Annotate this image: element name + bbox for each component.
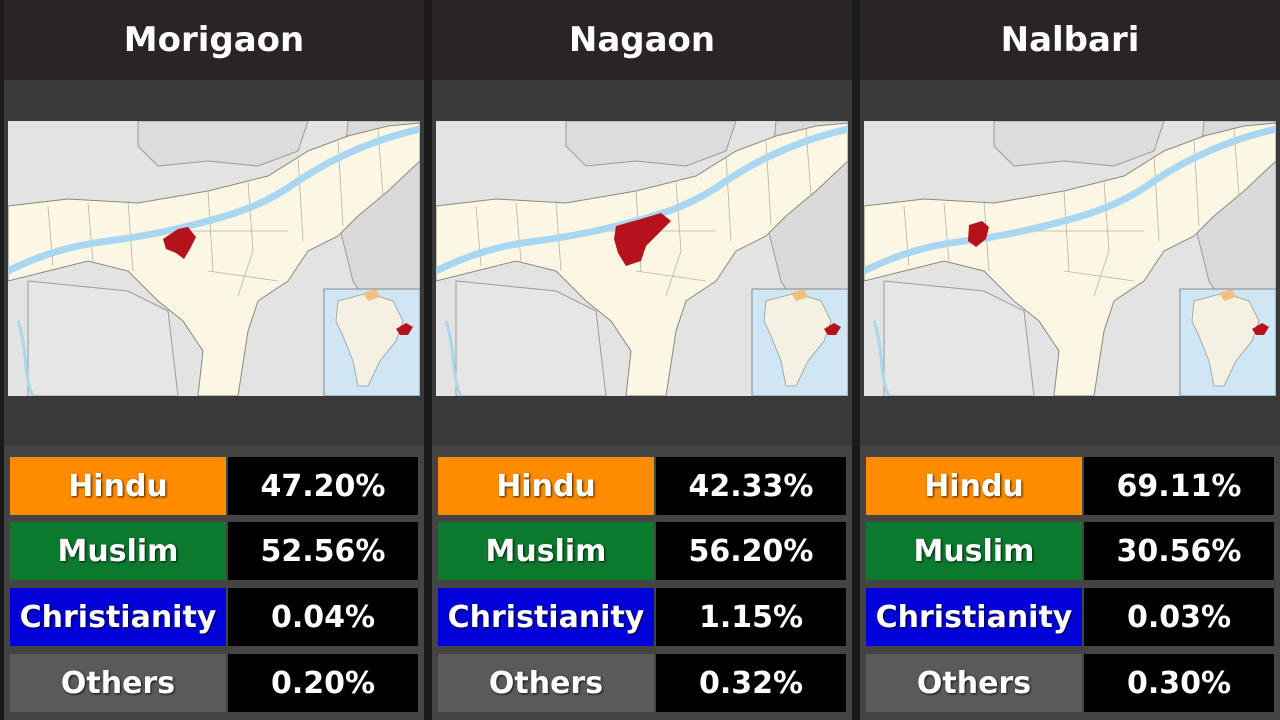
stat-row-hindu: Hindu 69.11% [866, 457, 1274, 515]
stat-label-muslim: Muslim [438, 522, 654, 580]
assam-inset-highlight [1252, 323, 1269, 335]
stat-label-muslim: Muslim [866, 522, 1082, 580]
stat-label-christianity: Christianity [866, 588, 1082, 646]
stat-row-christianity: Christianity 0.04% [10, 588, 418, 646]
religion-stats: Hindu 69.11% Muslim 30.56% Christianity … [860, 446, 1280, 720]
stat-value-hindu: 69.11% [1084, 457, 1274, 515]
stat-row-hindu: Hindu 47.20% [10, 457, 418, 515]
assam-district-map [864, 121, 1276, 396]
stat-label-others: Others [438, 654, 654, 712]
religion-stats: Hindu 47.20% Muslim 52.56% Christianity … [4, 446, 424, 720]
stat-label-christianity: Christianity [438, 588, 654, 646]
stat-label-others: Others [10, 654, 226, 712]
stat-label-hindu: Hindu [438, 457, 654, 515]
stat-value-others: 0.30% [1084, 654, 1274, 712]
district-highlight [163, 227, 196, 259]
assam-inset-highlight [396, 323, 413, 335]
stat-row-others: Others 0.20% [10, 654, 418, 712]
stat-value-christianity: 1.15% [656, 588, 846, 646]
district-highlight [968, 221, 989, 247]
assam-district-map [436, 121, 848, 396]
stat-row-others: Others 0.32% [438, 654, 846, 712]
stat-value-others: 0.20% [228, 654, 418, 712]
stat-label-hindu: Hindu [866, 457, 1082, 515]
stat-row-christianity: Christianity 1.15% [438, 588, 846, 646]
stat-label-muslim: Muslim [10, 522, 226, 580]
stat-value-hindu: 47.20% [228, 457, 418, 515]
district-panel-nagaon: Nagaon [432, 0, 852, 720]
district-title: Nagaon [432, 0, 852, 80]
stat-value-hindu: 42.33% [656, 457, 846, 515]
stat-label-others: Others [866, 654, 1082, 712]
stat-row-christianity: Christianity 0.03% [866, 588, 1274, 646]
stat-row-hindu: Hindu 42.33% [438, 457, 846, 515]
stat-row-muslim: Muslim 30.56% [866, 522, 1274, 580]
stat-value-muslim: 30.56% [1084, 522, 1274, 580]
stat-value-muslim: 56.20% [656, 522, 846, 580]
stat-row-muslim: Muslim 52.56% [10, 522, 418, 580]
stat-label-christianity: Christianity [10, 588, 226, 646]
stat-label-hindu: Hindu [10, 457, 226, 515]
stat-value-christianity: 0.03% [1084, 588, 1274, 646]
district-title: Morigaon [4, 0, 424, 80]
stat-value-christianity: 0.04% [228, 588, 418, 646]
stat-row-others: Others 0.30% [866, 654, 1274, 712]
assam-inset-highlight [824, 323, 841, 335]
stat-value-muslim: 52.56% [228, 522, 418, 580]
district-highlight [614, 213, 671, 266]
district-panel-nalbari: Nalbari [860, 0, 1280, 720]
assam-district-map [8, 121, 420, 396]
religion-stats: Hindu 42.33% Muslim 56.20% Christianity … [432, 446, 852, 720]
district-title: Nalbari [860, 0, 1280, 80]
stat-value-others: 0.32% [656, 654, 846, 712]
district-panel-morigaon: Morigaon [4, 0, 424, 720]
stat-row-muslim: Muslim 56.20% [438, 522, 846, 580]
